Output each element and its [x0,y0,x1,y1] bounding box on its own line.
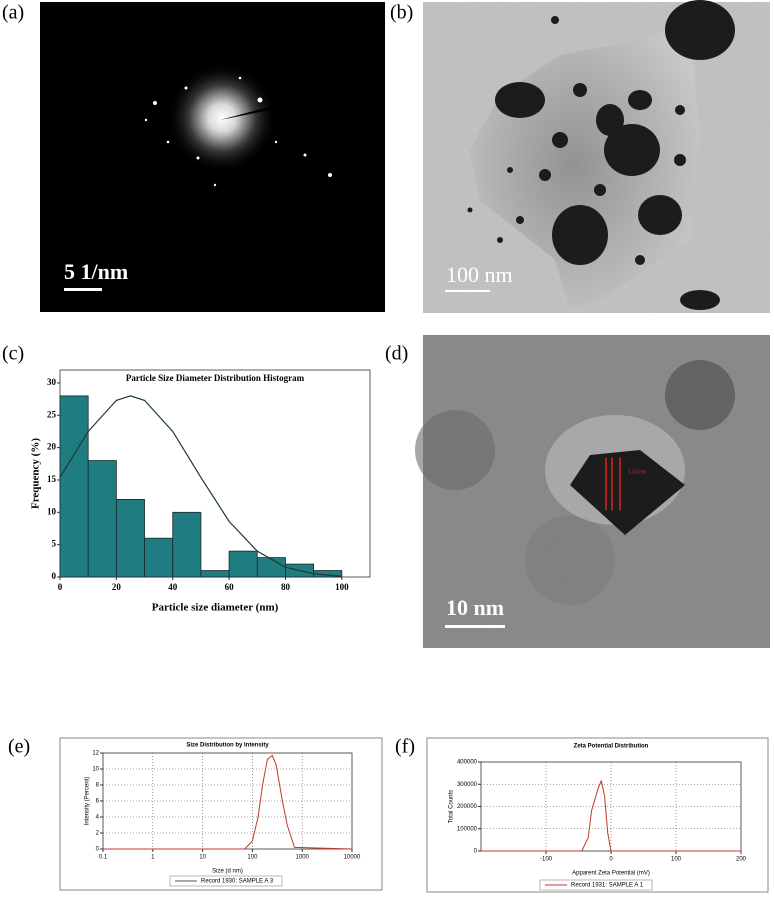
y-tick-label: 12 [92,751,99,757]
y-tick-label: 400000 [457,760,478,766]
panel-b: 100 nm (b) [390,0,770,313]
lattice-spacing-label: 1.32 nm [628,469,646,475]
bar [228,550,258,578]
y-axis-label: Frequency (%) [30,438,42,509]
panel-d: 1.32 nm 10 nm (d) [385,335,770,648]
diffraction-glow [167,63,277,173]
bar [200,570,230,578]
x-tick-label: 80 [281,582,291,592]
y-tick-label: 4 [96,815,100,821]
panel-label: (a) [2,2,24,24]
x-tick-label: 200 [736,857,747,863]
chart-frame [426,737,769,893]
x-tick-label: 1 [151,855,155,861]
nanoparticle [665,360,735,430]
y-tick-label: 0 [474,849,478,855]
x-tick-label: 20 [112,582,122,592]
y-tick-label: 30 [47,377,57,387]
y-tick-label: 5 [52,539,57,549]
chart-title: Zeta Potential Distribution [574,744,649,750]
series-line [103,754,353,850]
y-tick-label: 6 [96,799,100,805]
x-tick-label: 100 [671,857,682,863]
chart-title: Particle Size Diameter Distribution Hist… [126,373,305,383]
scale-bar-label: 10 nm [446,595,504,620]
x-tick-label: 100 [247,855,258,861]
bar [115,498,145,578]
y-tick-label: 20 [47,442,57,452]
panel-a: 5 1/nm (a) [2,2,385,312]
y-tick-label: 0 [96,847,100,853]
y-tick-label: 2 [96,831,100,837]
nanocrystal [570,450,685,535]
bar [87,460,117,578]
panel-label: (e) [8,736,30,758]
x-tick-label: 60 [225,582,235,592]
nanoparticle [415,410,495,490]
scale-bar [445,290,490,292]
y-tick-label: 10 [92,767,99,773]
y-tick-label: 100000 [457,826,478,832]
x-tick-label: 1000 [296,855,310,861]
legend-box [169,875,283,887]
y-tick-label: 10 [47,506,57,516]
series-line [481,779,741,852]
x-axis-label: Particle size diameter (nm) [152,602,279,614]
chart-title: Size Distribution by Intensity [186,743,269,749]
panel-label: (d) [385,343,408,365]
bar [172,511,202,578]
bar [144,537,174,578]
scale-bar-label: 5 1/nm [64,259,128,284]
panel-label: (c) [2,343,24,365]
legend-box [539,879,653,891]
legend-label: Record 1930: SAMPLE A 3 [201,879,274,885]
fit-curve [59,395,342,577]
nanoparticles [467,0,735,310]
diffraction-spots [144,76,332,187]
scale-bar [64,288,102,291]
y-tick-label: 300000 [457,782,478,788]
legend-label: Record 1931: SAMPLE A 1 [571,883,644,889]
y-axis-label: Total Counts [449,790,455,823]
x-tick-label: 0.1 [99,855,108,861]
x-tick-label: 0 [609,857,613,863]
y-tick-label: 8 [96,783,100,789]
plot-area [102,752,353,850]
chart-frame [59,737,383,891]
nanoparticle [525,515,615,605]
y-tick-label: 0 [52,571,57,581]
y-axis-label: Intensity (Percent) [85,777,91,826]
y-tick-label: 25 [47,409,57,419]
scale-bar [445,625,505,628]
lattice-lines [605,458,621,510]
bar [256,557,286,578]
panel-label: (f) [395,736,415,758]
x-axis-label: Apparent Zeta Potential (mV) [572,871,650,877]
panel-label: (b) [390,2,413,24]
y-tick-label: 200000 [457,804,478,810]
x-tick-label: 10000 [344,855,361,861]
bar [59,395,89,578]
scale-bar-label: 100 nm [446,262,513,287]
x-tick-label: 0 [58,582,63,592]
y-tick-label: 15 [47,474,57,484]
x-tick-label: 100 [335,582,349,592]
x-axis-label: Size (d nm) [212,869,243,875]
x-tick-label: 40 [168,582,178,592]
x-tick-label: -100 [540,857,553,863]
x-tick-label: 10 [199,855,206,861]
